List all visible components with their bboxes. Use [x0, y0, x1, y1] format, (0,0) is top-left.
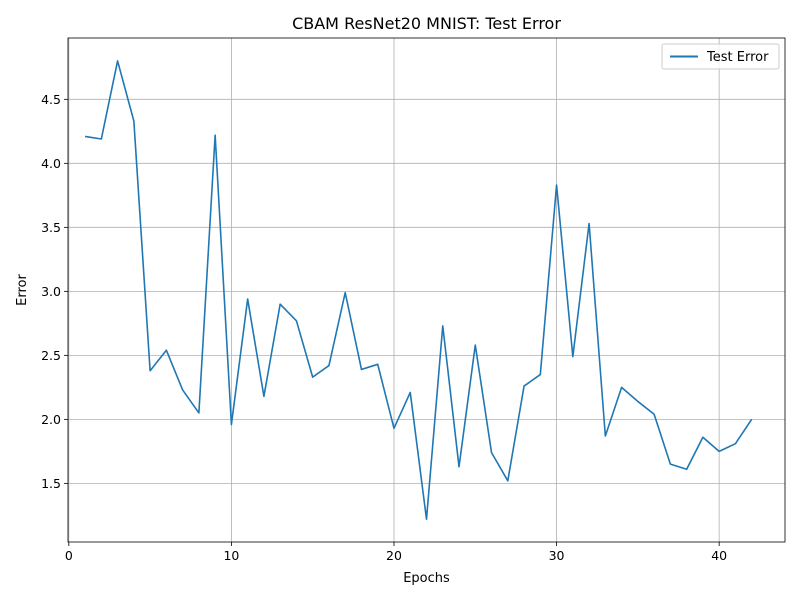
- legend-entry-test-error: Test Error: [706, 50, 769, 65]
- x-axis-label: Epochs: [403, 571, 450, 586]
- grid: [68, 38, 785, 542]
- y-tick-label: 2.0: [41, 412, 61, 427]
- y-axis-label: Error: [15, 274, 30, 306]
- legend: Test Error: [661, 43, 780, 70]
- chart-title: CBAM ResNet20 MNIST: Test Error: [292, 14, 561, 33]
- series-layer: [84, 60, 753, 521]
- y-tick-label: 4.0: [41, 156, 61, 171]
- x-tick-label: 0: [65, 548, 73, 563]
- x-tick-label: 20: [386, 548, 402, 563]
- y-tick-label: 4.5: [41, 92, 61, 107]
- series-line-test-error: [84, 60, 753, 521]
- axes-frame: [67, 37, 786, 543]
- y-tick-label: 2.5: [41, 348, 61, 363]
- x-tick-label: 10: [223, 548, 239, 563]
- legend-box: [661, 43, 780, 70]
- y-tick-label: 3.0: [41, 284, 61, 299]
- y-tick-label: 1.5: [41, 476, 61, 491]
- x-tick-label: 40: [711, 548, 727, 563]
- y-tick-label: 3.5: [41, 220, 61, 235]
- ticks: 0 10 20 30 40 1.5 2.0 2.5 3.0 3.5 4.0 4.5: [41, 92, 727, 563]
- x-tick-label: 30: [549, 548, 565, 563]
